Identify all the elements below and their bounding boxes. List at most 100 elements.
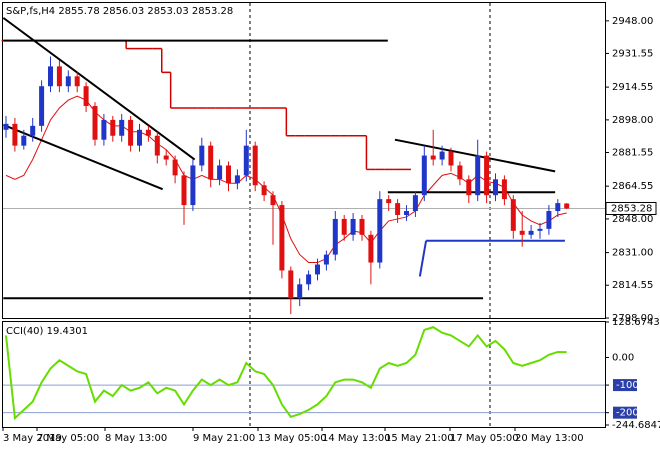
trend-line xyxy=(394,138,556,173)
candle-body xyxy=(190,165,196,206)
candle-body xyxy=(172,159,178,176)
current-price-box xyxy=(605,201,657,215)
candle-body xyxy=(537,228,543,231)
candle-body xyxy=(154,135,160,156)
candle-body xyxy=(501,179,507,200)
candle-body xyxy=(377,199,383,263)
candle-body xyxy=(430,155,436,160)
candle-body xyxy=(323,254,329,265)
candle-body xyxy=(181,175,187,206)
candle-body xyxy=(341,218,347,235)
candle-body xyxy=(448,151,454,166)
candle-body xyxy=(546,211,552,229)
candle-body xyxy=(306,274,312,285)
candle-body xyxy=(74,76,80,87)
candle-body xyxy=(92,106,98,140)
y-tick-label: -200 xyxy=(616,408,639,419)
candle-body xyxy=(12,123,18,146)
candle-body xyxy=(261,185,267,196)
candle-body xyxy=(30,125,36,136)
candle-body xyxy=(217,165,223,180)
y-tick-label: 2881.55 xyxy=(612,147,653,158)
x-tick-label: 17 May 05:00 xyxy=(450,433,519,444)
x-tick-label: 20 May 13:00 xyxy=(515,433,584,444)
moving-average xyxy=(5,95,567,264)
candle-body xyxy=(145,129,151,136)
candle-body xyxy=(475,155,481,196)
candle-body xyxy=(199,145,205,166)
candle-body xyxy=(226,165,231,184)
candle-body xyxy=(332,218,338,255)
y-tick-label: 0.00 xyxy=(612,352,634,363)
candle-body xyxy=(65,76,71,87)
candle-body xyxy=(234,175,240,184)
candle-body xyxy=(412,195,418,212)
price-pane xyxy=(2,2,606,319)
candle-body xyxy=(493,179,498,196)
candle-body xyxy=(297,284,303,299)
candle-body xyxy=(288,270,294,299)
candle-body xyxy=(83,86,89,107)
indicator-title: CCI(40) 19.4301 xyxy=(6,326,88,337)
level-label-box xyxy=(613,379,637,392)
chart-title: S&P,fs,H4 2855.78 2856.03 2853.03 2853.2… xyxy=(6,6,233,17)
candle-body xyxy=(39,86,45,126)
candle-body xyxy=(368,234,374,263)
y-tick-label: 2931.55 xyxy=(612,48,653,59)
candle-body xyxy=(439,151,445,160)
candle-body xyxy=(128,119,134,146)
candle-body xyxy=(110,119,116,136)
candle-body xyxy=(56,66,62,87)
candle-body xyxy=(395,203,401,215)
candle-body xyxy=(359,218,365,235)
candle-body xyxy=(3,123,9,130)
candle-body xyxy=(243,145,249,176)
candle-body xyxy=(137,129,142,146)
trend-line xyxy=(418,240,428,277)
candle-body xyxy=(163,155,169,160)
current-price-label: 2853.28 xyxy=(611,203,652,214)
candle-body xyxy=(404,211,409,215)
candle-body xyxy=(315,264,320,275)
candle-body xyxy=(528,230,534,235)
y-tick-label: -100 xyxy=(616,380,639,391)
candle-body xyxy=(564,203,570,209)
candle-body xyxy=(457,165,463,180)
y-tick-label: 2898.00 xyxy=(612,115,653,126)
candle-body xyxy=(252,145,258,186)
candle-body xyxy=(279,205,285,271)
y-tick-label: 2848.00 xyxy=(612,214,653,225)
y-tick-label: -244.6847 xyxy=(612,420,660,431)
x-tick-label: 7 May 05:00 xyxy=(37,433,99,444)
y-tick-label: 2864.55 xyxy=(612,181,653,192)
candle-body xyxy=(21,135,27,146)
candle-body xyxy=(350,218,356,235)
plot-layer: 2948.00 2931.55 2914.55 2898.00 2881.55 2864.… xyxy=(1,16,660,444)
level-label-box xyxy=(613,406,637,419)
trend-line xyxy=(2,123,164,191)
x-tick-label: 14 May 13:00 xyxy=(322,433,391,444)
candle-body xyxy=(510,199,516,231)
indicator-pane xyxy=(2,321,606,428)
y-tick-label: 2948.00 xyxy=(612,16,653,27)
cci-line xyxy=(5,326,567,421)
candle-body xyxy=(555,203,561,212)
candle-body xyxy=(484,155,490,196)
y-tick-label: 128.6743 xyxy=(612,317,660,328)
x-tick-label: 9 May 21:00 xyxy=(193,433,255,444)
candle-body xyxy=(48,66,53,87)
candle-body xyxy=(208,145,214,180)
x-tick-label: 8 May 13:00 xyxy=(105,433,167,444)
candle-body xyxy=(101,119,107,140)
x-tick-label: 3 May 2019 xyxy=(3,433,62,444)
x-tick-label: 13 May 05:00 xyxy=(258,433,327,444)
y-tick-label: 2814.55 xyxy=(612,280,653,291)
y-tick-label: 2914.55 xyxy=(612,82,653,93)
candle-body xyxy=(466,179,472,196)
y-tick-label: 2831.00 xyxy=(612,248,653,259)
candle-body xyxy=(270,195,276,206)
x-tick-label: 15 May 21:00 xyxy=(385,433,454,444)
candle-body xyxy=(119,119,125,136)
